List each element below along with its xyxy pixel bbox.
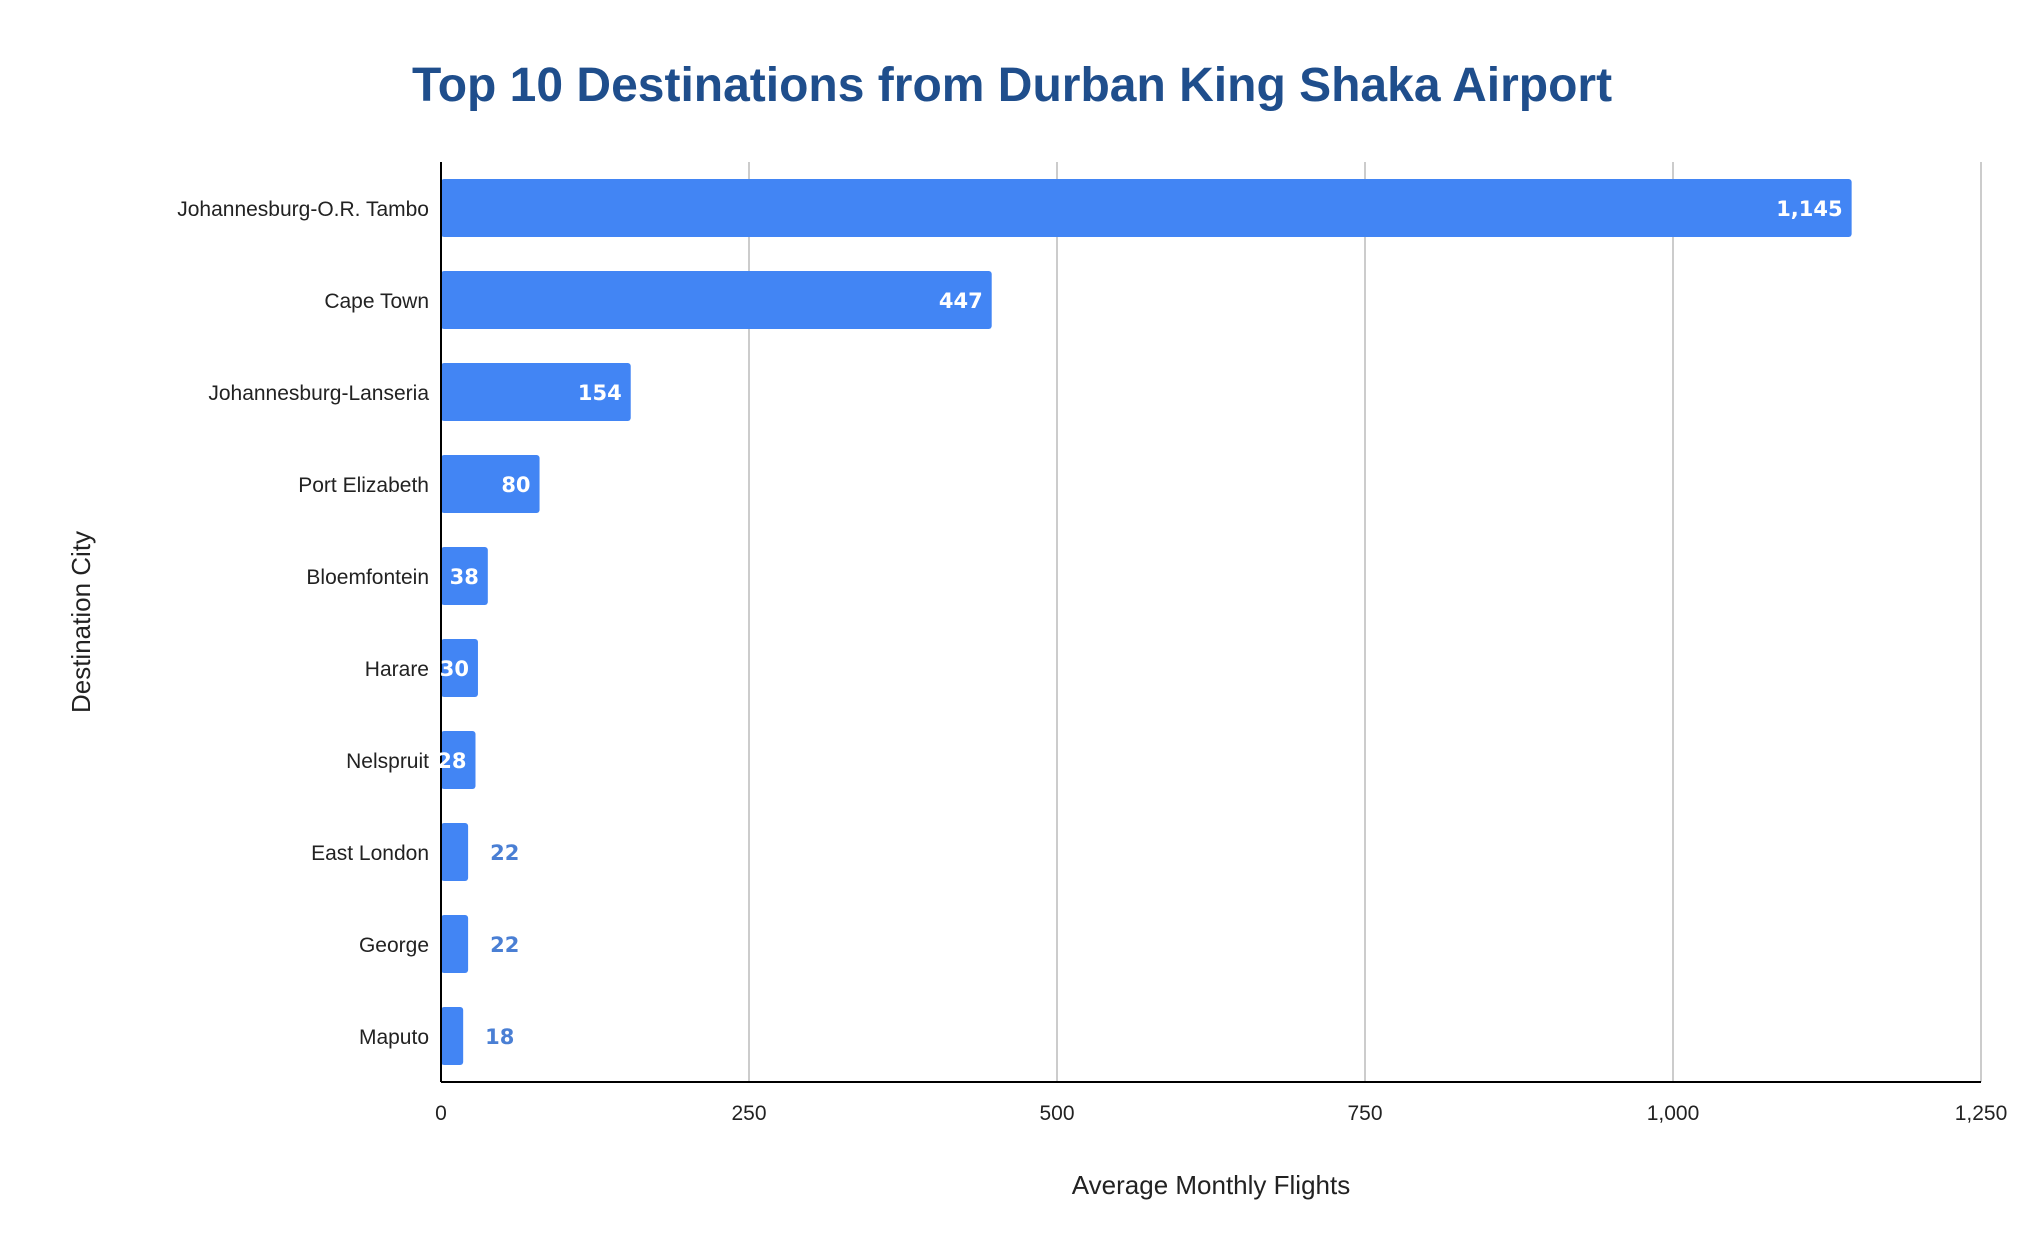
x-tick-label: 500 [1039,1102,1074,1125]
data-label: 22 [490,841,519,865]
data-label: 80 [501,473,530,497]
bar [441,915,469,973]
data-label: 30 [440,657,469,681]
bar [441,731,476,789]
y-tick-label: Harare [365,658,429,681]
chart-title: Top 10 Destinations from Durban King Sha… [411,59,1613,112]
y-tick-label: Bloemfontein [306,566,429,589]
y-tick-label: George [359,934,429,957]
bar [441,363,631,421]
x-axis-title: Average Monthly Flights [1072,1170,1350,1200]
y-tick-label: Port Elizabeth [298,474,429,497]
bar [441,639,478,697]
data-label: 154 [578,381,622,405]
y-tick-label: Maputo [359,1026,429,1049]
data-label: 18 [485,1025,514,1049]
bar [441,1007,464,1065]
y-tick-label: Johannesburg-Lanseria [208,382,429,405]
bar [441,823,469,881]
y-tick-label: Nelspruit [346,750,429,773]
x-tick-label: 250 [731,1102,766,1125]
bar [441,547,488,605]
data-label: 1,145 [1776,197,1842,221]
y-tick-label: Johannesburg-O.R. Tambo [177,198,429,221]
bar [441,271,992,329]
data-label: 447 [939,289,983,313]
bar [441,179,1852,237]
data-label: 22 [490,933,519,957]
x-tick-label: 0 [435,1102,447,1125]
x-tick-label: 1,000 [1647,1102,1700,1125]
x-tick-label: 1,250 [1955,1102,2008,1125]
x-tick-label: 750 [1347,1102,1382,1125]
bar [441,455,540,513]
data-label: 28 [437,749,466,773]
y-tick-label: East London [311,842,429,865]
y-tick-label: Cape Town [324,290,429,313]
y-axis-title: Destination City [66,531,96,713]
data-label: 38 [450,565,479,589]
